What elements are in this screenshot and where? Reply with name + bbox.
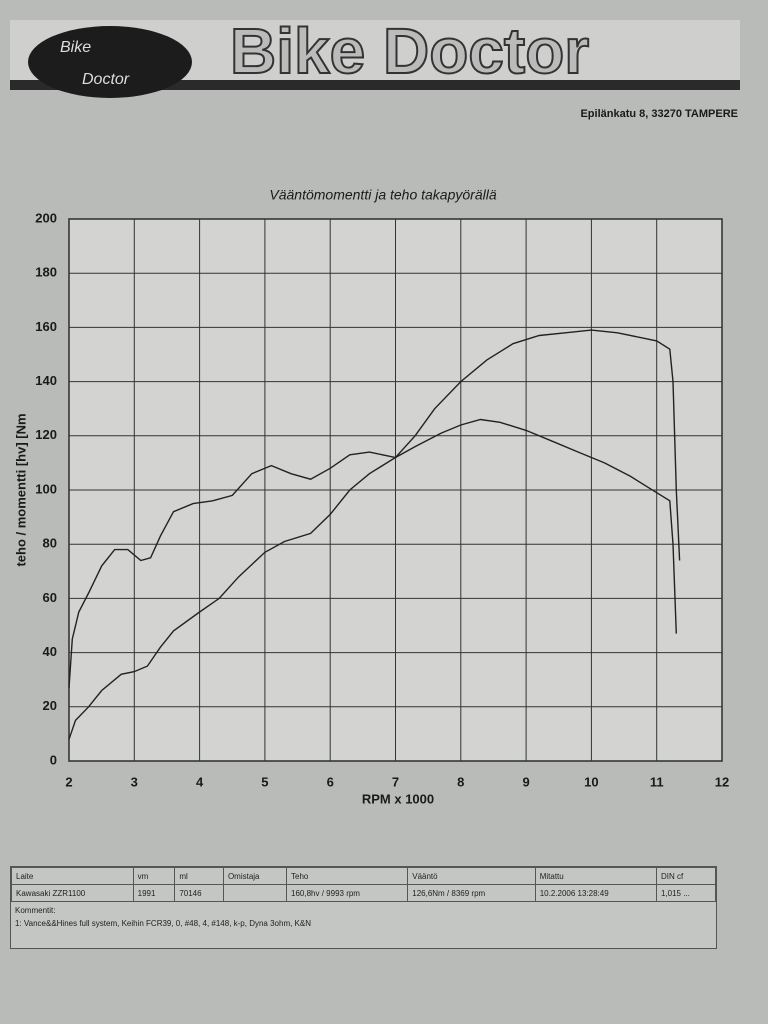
comment: 1: Vance&&Hines full system, Keihin FCR3… — [15, 919, 311, 928]
table-cell: 160,8hv / 9993 rpm — [286, 884, 409, 902]
info-table: Laite vm ml Omistaja Teho Vääntö Mitattu DIN cf… — [10, 866, 717, 949]
x-tick-label: 8 — [457, 774, 464, 789]
x-tick-label: 3 — [131, 774, 138, 789]
y-tick-label: 180 — [35, 265, 57, 280]
table-cell: 70146 — [174, 884, 224, 902]
table-cell: ml — [174, 867, 224, 885]
y-tick-label: 120 — [35, 427, 57, 442]
table-cell: Laite — [11, 867, 134, 885]
table-cell: 1,015 ... — [655, 884, 717, 902]
y-tick-label: 40 — [43, 644, 57, 659]
comment-label: Kommentit: — [15, 906, 56, 915]
y-tick-label: 160 — [35, 319, 57, 334]
x-tick-label: 12 — [715, 774, 729, 789]
x-tick-label: 11 — [650, 774, 664, 789]
x-tick-label: 5 — [261, 774, 268, 789]
x-axis-label: RPM x 1000 — [362, 791, 434, 806]
y-tick-label: 100 — [35, 481, 57, 496]
y-tick-label: 0 — [50, 752, 57, 767]
y-tick-label: 20 — [43, 698, 57, 713]
table-cell: Teho — [286, 867, 409, 885]
table-cell: DIN cf — [655, 867, 717, 885]
x-tick-label: 4 — [196, 774, 204, 789]
x-tick-label: 6 — [327, 774, 334, 789]
table-cell: 126,6Nm / 8369 rpm — [407, 884, 536, 902]
comments: Kommentit: 1: Vance&&Hines full system, … — [11, 902, 716, 948]
y-axis-label: teho / momentti [hv] [Nm — [13, 413, 28, 566]
x-tick-label: 9 — [522, 774, 529, 789]
table-cell: Vääntö — [407, 867, 536, 885]
x-tick-label: 10 — [584, 774, 598, 789]
table-cell: vm — [132, 867, 176, 885]
x-tick-label: 2 — [65, 774, 72, 789]
y-tick-label: 200 — [35, 210, 57, 225]
y-tick-label: 80 — [43, 536, 57, 551]
logo-text: Bike — [60, 39, 91, 56]
series-line — [68, 418, 677, 688]
logo — [28, 26, 192, 98]
y-tick-label: 140 — [35, 373, 57, 388]
y-tick-label: 60 — [43, 590, 57, 605]
address: Epilänkatu 8, 33270 TAMPERE — [580, 108, 738, 120]
x-tick-label: 7 — [392, 774, 399, 789]
logo-text: Doctor — [82, 71, 130, 88]
banner: Bike Doctor — [230, 15, 589, 87]
table-cell: 1991 — [132, 884, 176, 902]
header-stripe — [10, 80, 740, 90]
chart: Bike Doctor Bike Doctor Epilänkatu 8, 33… — [10, 14, 740, 806]
series-line — [68, 329, 681, 740]
table-cell — [222, 884, 288, 902]
table-cell: Kawasaki ZZR1100 — [11, 884, 134, 902]
table-cell: Mitattu — [534, 867, 657, 885]
table-cell: Omistaja — [222, 867, 288, 885]
chart-title: Vääntömomentti ja teho takapyörällä — [269, 187, 496, 203]
table-cell: 10.2.2006 13:28:49 — [534, 884, 657, 902]
